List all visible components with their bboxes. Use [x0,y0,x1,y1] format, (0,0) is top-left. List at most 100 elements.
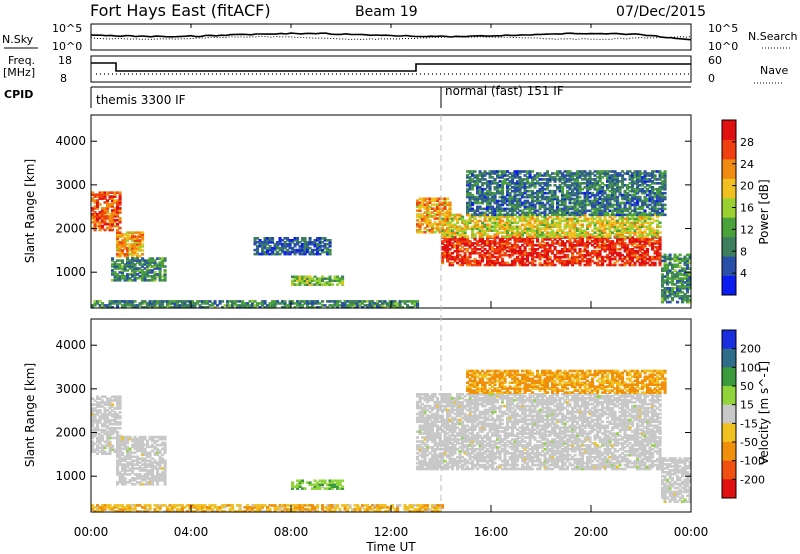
data-cell-power [103,218,107,222]
data-cell-power [531,191,535,195]
data-cell-velocity [131,463,135,466]
data-cell-power [113,215,117,218]
data-cell-power [586,199,590,203]
data-cell-power [523,257,527,261]
data-cell-velocity [113,397,117,400]
data-cell-power [638,187,642,191]
data-cell-power [488,205,492,209]
data-cell-power [586,203,590,207]
data-cell-power [628,235,632,238]
data-cell-power [131,275,135,278]
data-cell-power [631,193,635,197]
data-cell-power [466,191,470,195]
data-cell-power [581,242,585,245]
data-cell-power [488,242,492,245]
data-cell-power [118,279,122,282]
data-cell-power [561,201,565,205]
data-cell-power [146,271,150,274]
data-cell-velocity [133,473,137,476]
data-cell-power [266,252,270,256]
data-cell-power [341,283,345,286]
data-cell-power [448,248,452,251]
data-cell-velocity [96,424,100,428]
data-cell-power [648,191,652,195]
data-cell-power [573,257,577,261]
data-cell-power [658,193,662,197]
data-cell-power [668,259,672,263]
data-cell-power [641,231,645,234]
data-cell-power [608,259,612,263]
data-cell-power [326,252,330,256]
data-cell-power [508,182,512,185]
data-cell-power [656,170,660,173]
data-cell-power [611,170,615,173]
data-cell-power [521,193,525,197]
data-cell-power [191,306,195,309]
data-cell-power [581,203,585,207]
data-cell-power [578,209,582,213]
data-cell-power [156,265,160,268]
data-cell-power [113,271,117,274]
data-cell-power [681,291,685,294]
data-cell-power [561,249,565,253]
data-cell-power [323,304,327,307]
data-cell-power [501,189,505,193]
data-cell-power [551,211,555,215]
data-cell-power [528,248,532,251]
data-cell-power [518,182,522,185]
data-cell-power [521,191,525,195]
data-cell-power [683,298,687,302]
data-cell-power [263,237,267,240]
data-cell-power [351,304,355,307]
data-cell-power [551,219,555,223]
data-cell-power [451,257,455,261]
data-cell-power [441,251,445,255]
data-cell-power [141,253,145,256]
data-cell-power [683,261,687,265]
data-cell-power [586,193,590,197]
data-cell-velocity [116,461,120,464]
data-cell-velocity [91,411,95,414]
data-cell-power [546,187,550,191]
data-cell-power [118,218,122,222]
data-cell-power [651,174,655,177]
data-cell-power [436,213,440,216]
data-cell-power [438,213,442,216]
data-cell-power [146,269,150,272]
data-cell-power [451,233,455,236]
data-cell-power [523,213,527,217]
data-cell-power [591,186,595,189]
data-cell-power [381,302,385,305]
data-cell-power [616,174,620,177]
data-cell-power [466,213,470,217]
data-cell-power [128,279,132,282]
data-cell-power [481,227,485,230]
data-cell-power [658,253,662,257]
data-cell-power [541,244,545,247]
data-cell-power [686,279,690,282]
data-cell-power [376,302,380,305]
data-cell-power [638,225,642,229]
data-cell-velocity [123,469,127,472]
data-cell-power [323,237,327,240]
data-cell-power [278,237,282,240]
data-cell-power [561,207,565,211]
data-cell-power [583,203,587,207]
data-cell-power [131,235,135,238]
data-cell-power [608,215,612,219]
data-cell-power [486,191,490,195]
data-cell-power [686,281,690,284]
data-cell-power [511,213,515,217]
data-cell-power [513,197,517,201]
data-cell-power [426,197,430,201]
data-cell-power [668,263,672,267]
data-cell-power [581,244,585,247]
data-cell-power [543,227,547,230]
data-cell-power [571,261,575,265]
data-cell-power [93,218,97,222]
data-cell-power [518,248,522,251]
data-cell-velocity [96,426,100,430]
data-cell-power [588,187,592,191]
data-cell-power [488,211,492,215]
data-cell-power [551,251,555,255]
